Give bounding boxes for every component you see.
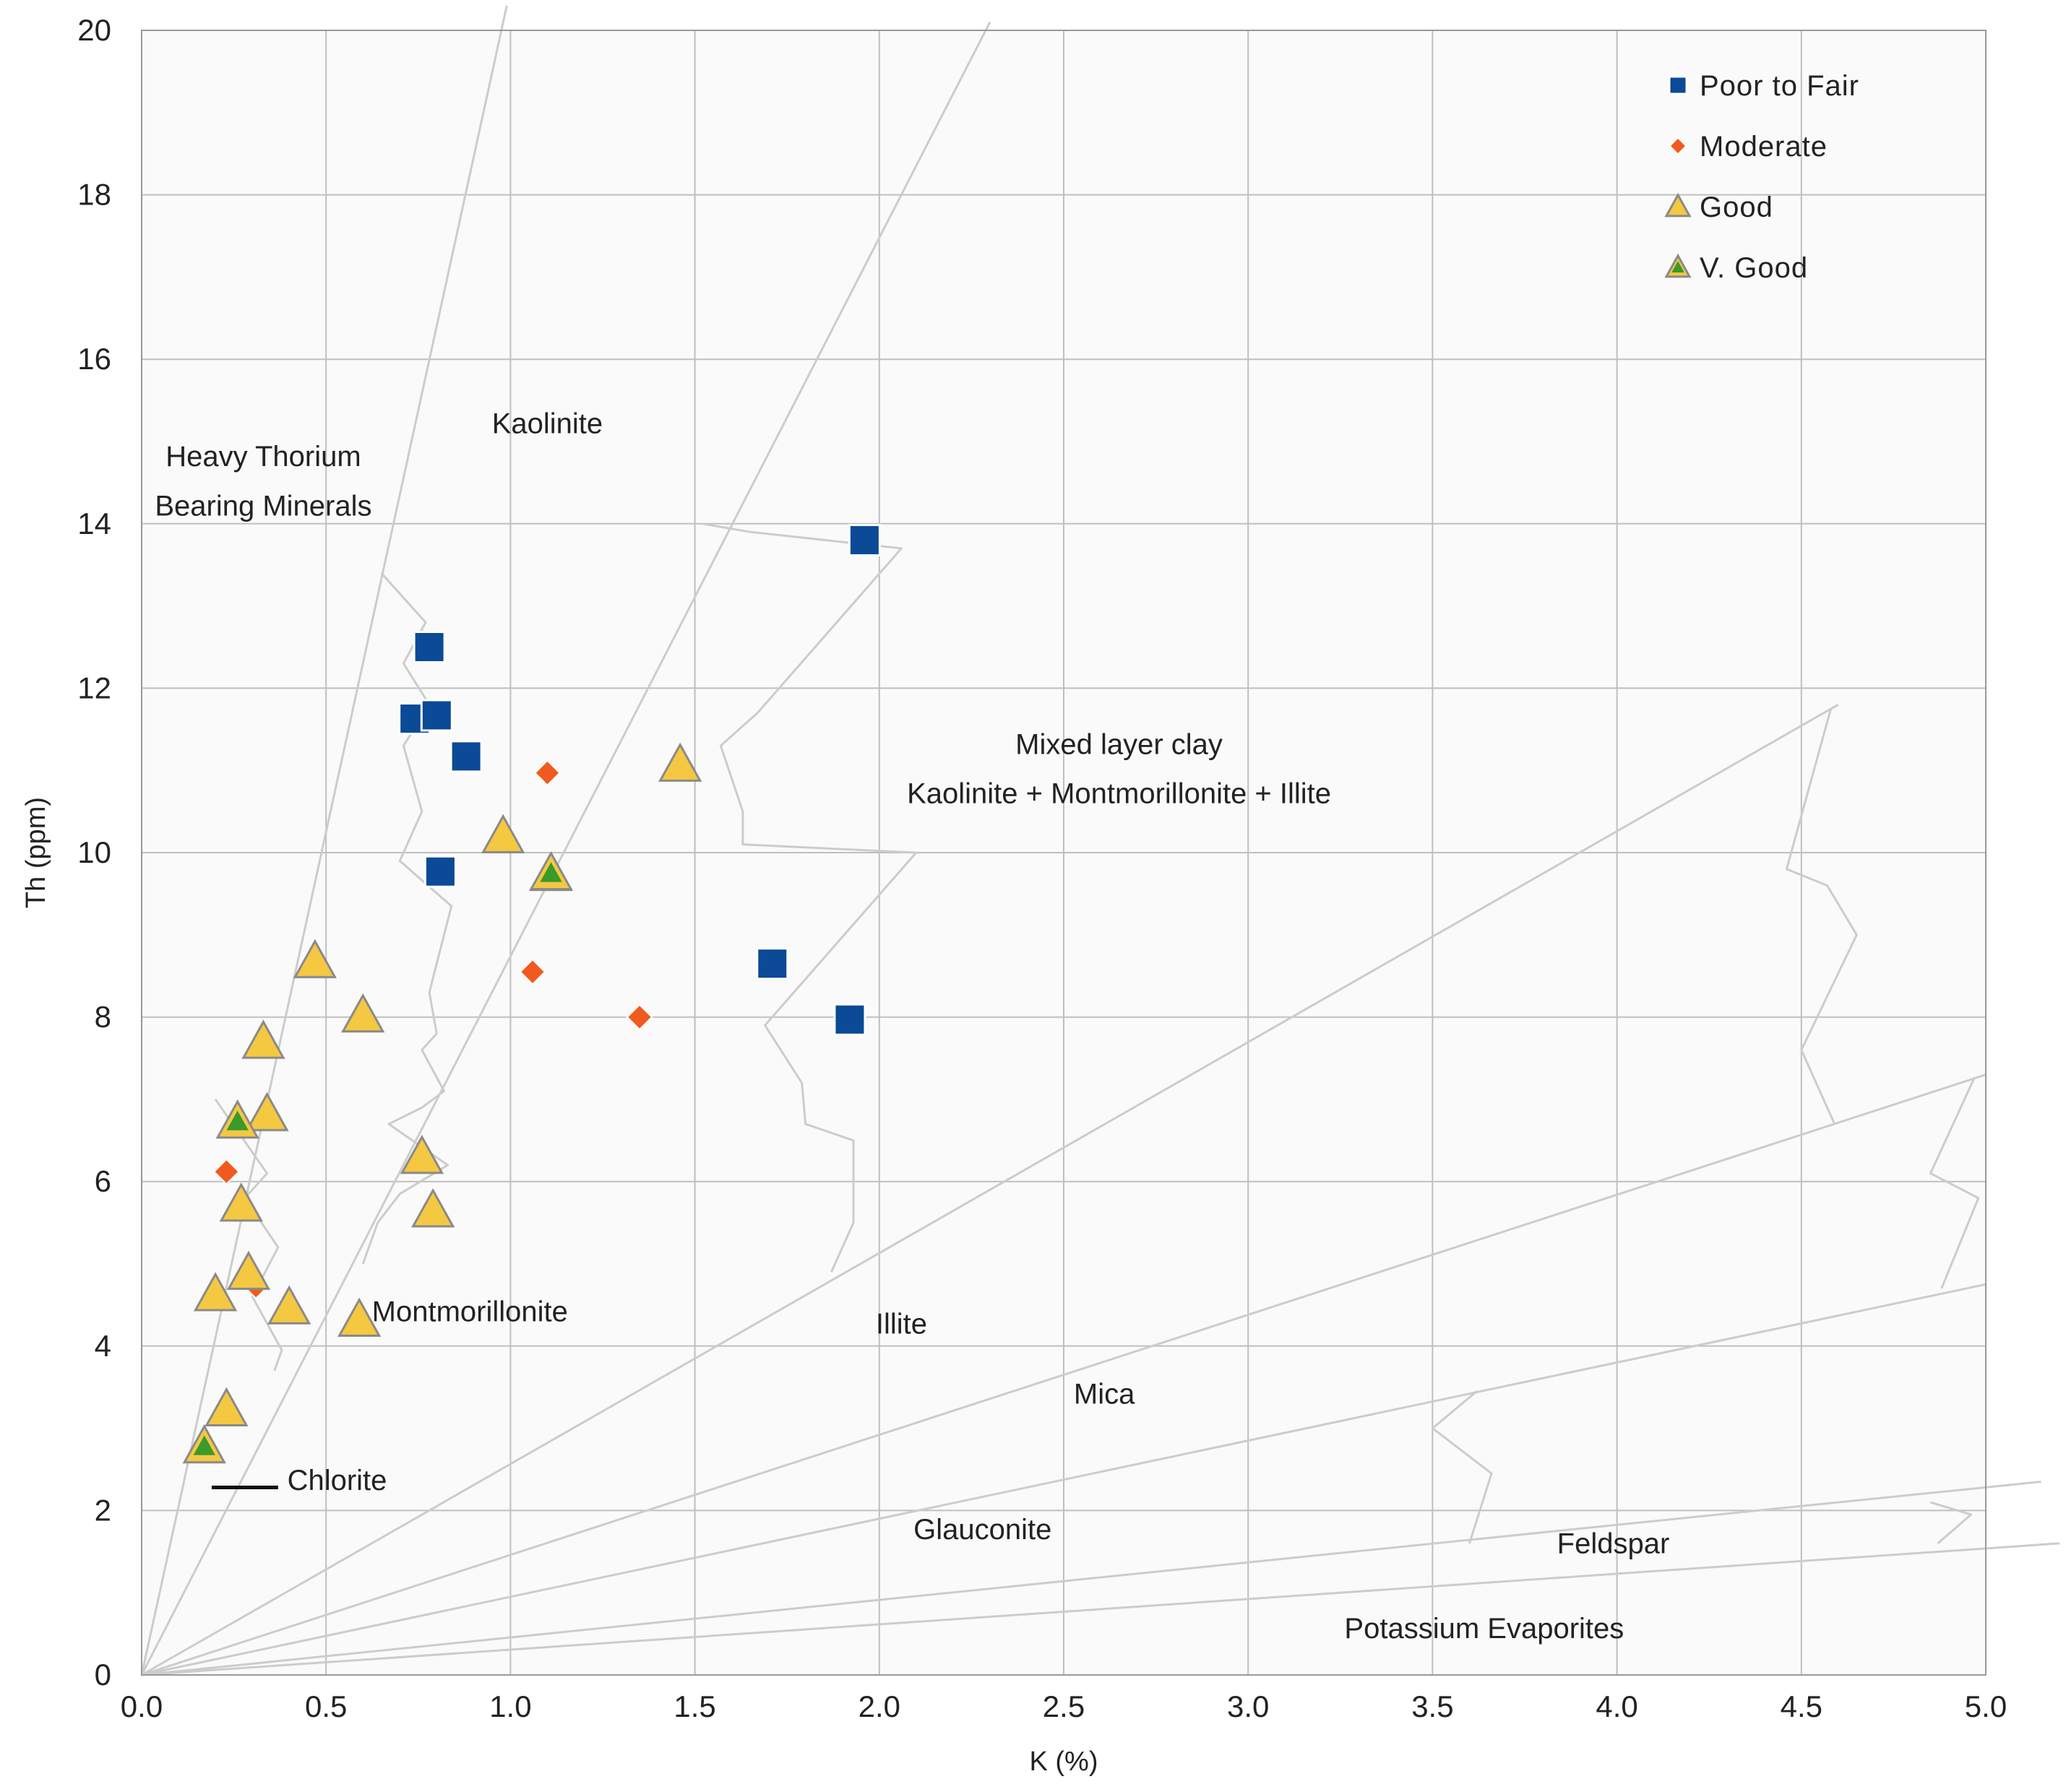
legend-marker <box>1664 192 1692 217</box>
legend-marker <box>1668 75 1688 95</box>
mineral-boundary-path <box>1431 1390 1493 1544</box>
legend-marker-inner <box>1671 261 1684 273</box>
mineral-trend-line <box>141 1283 1987 1676</box>
point-moderate <box>533 759 561 787</box>
legend-marker <box>1669 137 1687 155</box>
region-label: Feldspar <box>1557 1528 1670 1560</box>
region-label: Montmorillonite <box>372 1296 568 1328</box>
region-label: Illite <box>876 1309 927 1340</box>
point-moderate <box>626 1004 653 1031</box>
y-tick-label: 14 <box>77 507 111 540</box>
y-tick-label: 0 <box>95 1658 111 1692</box>
point-v-good-inner <box>193 1435 215 1455</box>
mineral-trend-line <box>141 1073 1987 1676</box>
mineral-boundary-path <box>214 1098 283 1371</box>
point-moderate <box>519 958 546 986</box>
point-moderate <box>212 1158 240 1186</box>
region-label: Glauconite <box>913 1514 1051 1546</box>
x-tick-label: 3.0 <box>1227 1689 1269 1723</box>
point-good <box>337 1297 382 1337</box>
plot-frame <box>141 30 1987 1676</box>
data-points <box>182 524 881 1464</box>
mineral-boundary-lines <box>140 5 2060 1676</box>
x-tick-label: 0.5 <box>305 1689 347 1723</box>
x-tick-label: 3.5 <box>1411 1689 1453 1723</box>
point-poor-to-fair <box>413 631 446 663</box>
legend-label: Good <box>1700 191 1773 223</box>
y-axis-title: Th (ppm) <box>21 797 51 908</box>
mineral-boundary-path <box>1930 1501 1973 1545</box>
mineral-boundary-path <box>1929 1077 1980 1289</box>
point-good <box>658 742 702 782</box>
region-label: Mixed layer clay <box>1015 728 1223 760</box>
point-good <box>219 1182 263 1222</box>
point-good <box>411 1188 455 1228</box>
region-label: Kaolinite <box>492 408 603 440</box>
x-tick-label: 2.5 <box>1043 1689 1085 1723</box>
x-tick-label: 4.5 <box>1781 1689 1822 1723</box>
y-tick-label: 20 <box>77 13 111 47</box>
point-good <box>341 993 385 1033</box>
y-tick-label: 8 <box>95 1000 111 1034</box>
mineral-trend-line <box>140 21 991 1676</box>
legend-label: Poor to Fair <box>1700 70 1859 102</box>
x-axis-title: K (%) <box>1030 1746 1098 1777</box>
mineral-boundary-path <box>702 522 918 1272</box>
y-tick-label: 4 <box>95 1329 111 1363</box>
y-tick-label: 2 <box>95 1493 111 1527</box>
mineral-trend-line <box>141 1542 2060 1676</box>
point-good <box>205 1387 249 1427</box>
point-v-good-inner <box>540 862 562 882</box>
legend-label: V. Good <box>1700 252 1808 284</box>
point-poor-to-fair <box>420 699 453 732</box>
point-poor-to-fair <box>449 740 483 773</box>
point-good <box>267 1285 311 1324</box>
y-tick-label: 12 <box>77 671 111 705</box>
region-label: Chlorite <box>288 1465 387 1496</box>
x-tick-label: 1.5 <box>673 1689 715 1723</box>
point-good <box>481 814 525 853</box>
x-tick-label: 5.0 <box>1965 1689 2007 1723</box>
y-tick-label: 18 <box>77 178 111 212</box>
x-tick-label: 1.0 <box>489 1689 531 1723</box>
axes: 0.0 0.5 1.0 1.5 2.0 2.5 3.0 3.5 4.0 4.5 5.0 0 2 4 6 8 10… <box>77 13 2007 1723</box>
mineral-region-labels: Kaolinite Heavy Thorium Bearing Minerals Mi… <box>155 408 1669 1645</box>
mineral-boundary-path <box>1785 708 1858 1125</box>
region-label: Bearing Minerals <box>155 490 371 522</box>
point-poor-to-fair <box>833 1003 866 1036</box>
point-v-good-inner <box>226 1110 249 1131</box>
region-label: Mica <box>1074 1378 1135 1410</box>
point-good <box>400 1134 444 1174</box>
legend-label: Moderate <box>1700 131 1828 163</box>
point-poor-to-fair <box>423 855 457 888</box>
point-good <box>245 1092 289 1132</box>
x-tick-label: 2.0 <box>858 1689 900 1723</box>
point-poor-to-fair <box>848 524 881 557</box>
region-label: Potassium Evaporites <box>1344 1613 1624 1645</box>
region-label: Heavy Thorium <box>165 441 361 473</box>
x-tick-label: 4.0 <box>1596 1689 1637 1723</box>
mineral-trend-line <box>141 1481 2041 1676</box>
mineral-trend-line <box>141 703 1839 1676</box>
y-tick-label: 16 <box>77 342 111 376</box>
point-good <box>226 1250 271 1291</box>
point-good <box>193 1272 238 1311</box>
legend: Poor to Fair Moderate Good V. Good <box>1664 70 1859 284</box>
y-tick-label: 10 <box>77 835 111 869</box>
mineral-trend-line <box>140 5 508 1676</box>
point-poor-to-fair <box>756 947 789 981</box>
x-tick-label: 0.0 <box>121 1689 163 1723</box>
region-label: Kaolinite + Montmorillonite + Illite <box>907 778 1331 810</box>
point-good <box>241 1020 285 1059</box>
y-tick-label: 6 <box>95 1164 111 1198</box>
point-good <box>293 939 337 978</box>
